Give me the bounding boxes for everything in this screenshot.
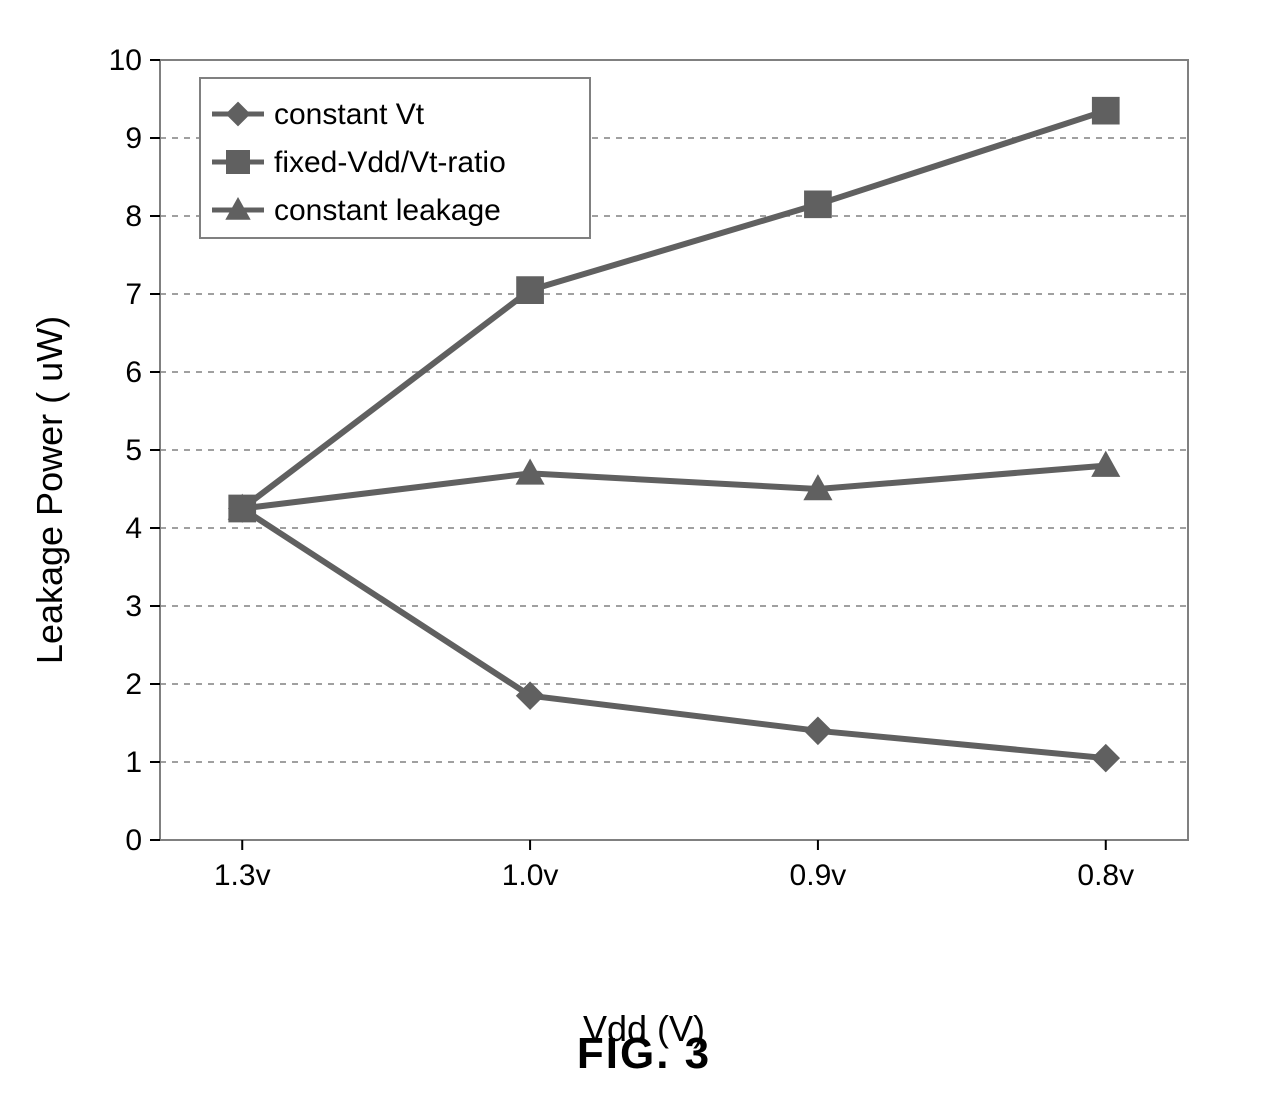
svg-text:9: 9 bbox=[125, 122, 142, 155]
figure-caption: FIG. 3 bbox=[577, 1029, 711, 1079]
svg-text:8: 8 bbox=[125, 200, 142, 233]
y-axis-label: Leakage Power ( uW) bbox=[29, 316, 71, 664]
svg-text:3: 3 bbox=[125, 590, 142, 623]
chart-container: Leakage Power ( uW) 0123456789101.3v1.0v… bbox=[60, 40, 1228, 940]
leakage-power-chart: 0 1 2 3 4 5 6 7 8 9 10 1.3v 1.0v 0.9v 0.8v constant Vt f… bbox=[60, 40, 1228, 940]
svg-text:4: 4 bbox=[125, 512, 142, 545]
svg-text:6: 6 bbox=[125, 356, 142, 389]
svg-text:fixed-Vdd/Vt-ratio: fixed-Vdd/Vt-ratio bbox=[274, 146, 506, 179]
svg-text:0.9v: 0.9v bbox=[790, 859, 847, 892]
svg-text:2: 2 bbox=[125, 668, 142, 701]
svg-text:7: 7 bbox=[125, 278, 142, 311]
svg-text:0.8v: 0.8v bbox=[1077, 859, 1134, 892]
svg-text:constant Vt: constant Vt bbox=[274, 98, 425, 131]
page: Leakage Power ( uW) 0 1 2 3 4 5 6 7 8 9 10 1.3v 1.0v… bbox=[0, 0, 1288, 1099]
svg-text:1.3v: 1.3v bbox=[214, 859, 271, 892]
svg-text:5: 5 bbox=[125, 434, 142, 467]
svg-text:0: 0 bbox=[125, 824, 142, 857]
svg-text:1: 1 bbox=[125, 746, 142, 779]
svg-text:1.0v: 1.0v bbox=[502, 859, 559, 892]
svg-text:10: 10 bbox=[109, 44, 142, 77]
svg-text:constant leakage: constant leakage bbox=[274, 194, 501, 227]
